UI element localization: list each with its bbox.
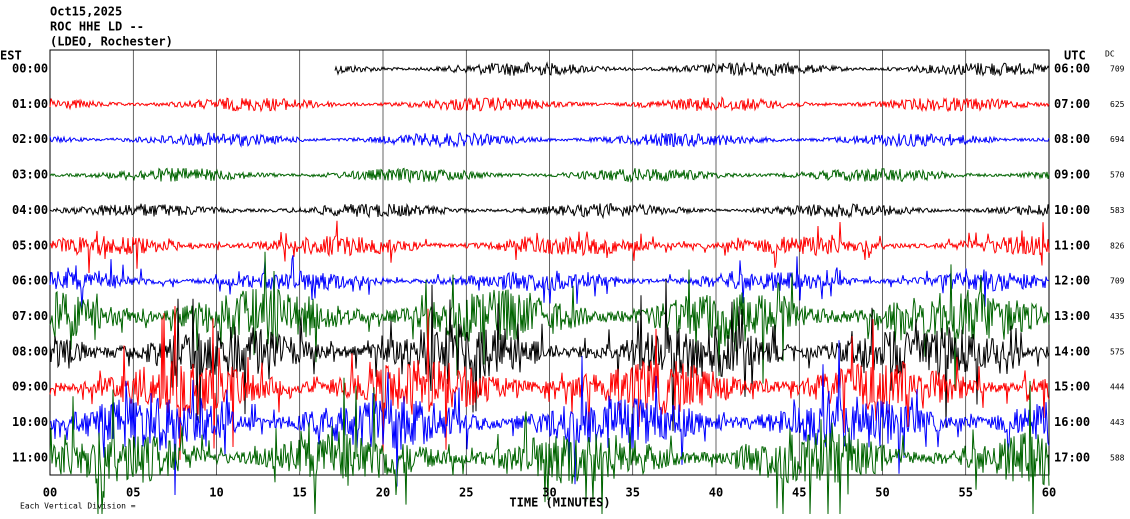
utc-label: 07:00: [1054, 97, 1090, 111]
x-tick-label: 45: [792, 486, 806, 500]
utc-label: 15:00: [1054, 380, 1090, 394]
trace: [49, 255, 1050, 309]
utc-label: 17:00: [1054, 450, 1090, 464]
x-tick-label: 25: [459, 486, 473, 500]
dc-value: 570: [1110, 171, 1125, 180]
dc-value: 709: [1110, 277, 1125, 286]
trace: [49, 377, 1050, 515]
x-tick-label: 55: [959, 486, 973, 500]
utc-label: 16:00: [1054, 415, 1090, 429]
dc-value: 575: [1110, 347, 1125, 356]
utc-label: 06:00: [1054, 62, 1090, 76]
utc-label: 09:00: [1054, 168, 1090, 182]
x-tick-label: 40: [709, 486, 723, 500]
utc-label: 11:00: [1054, 238, 1090, 252]
est-label: 02:00: [12, 132, 48, 146]
dc-value: 443: [1110, 418, 1125, 427]
dc-value: 435: [1110, 312, 1125, 321]
trace: [49, 96, 1050, 113]
utc-label: 10:00: [1054, 203, 1090, 217]
utc-label: 08:00: [1054, 132, 1090, 146]
station: ROC HHE LD --: [50, 20, 144, 34]
trace: [49, 202, 1050, 220]
x-tick-label: 60: [1042, 486, 1056, 500]
dc-value: 444: [1110, 383, 1125, 392]
x-tick-label: 00: [43, 486, 57, 500]
utc-label: 13:00: [1054, 309, 1090, 323]
x-tick-label: 20: [376, 486, 390, 500]
date: Oct15,2025: [50, 5, 122, 19]
dc-value: 583: [1110, 206, 1125, 215]
dc-value: 588: [1110, 453, 1125, 462]
x-tick-label: 35: [626, 486, 640, 500]
trace: [49, 167, 1050, 184]
trace: [49, 340, 1050, 496]
x-tick-label: 30: [542, 486, 556, 500]
utc-label: 14:00: [1054, 344, 1090, 358]
est-label: 03:00: [12, 168, 48, 182]
x-axis-title: TIME (MINUTES): [509, 496, 610, 510]
trace: [49, 220, 1050, 274]
x-tick-label: 10: [209, 486, 223, 500]
header-bg: [0, 0, 1130, 49]
est-label: 04:00: [12, 203, 48, 217]
dc-value: 826: [1110, 241, 1125, 250]
est-label: 10:00: [12, 415, 48, 429]
utc-label: 12:00: [1054, 274, 1090, 288]
est-label: 09:00: [12, 380, 48, 394]
x-tick-label: 05: [126, 486, 140, 500]
est-label: 11:00: [12, 450, 48, 464]
est-label: 05:00: [12, 238, 48, 252]
dc-value: 625: [1110, 100, 1125, 109]
x-tick-label: 50: [875, 486, 889, 500]
footer: Each Vertical Division =: [20, 502, 136, 511]
est-label: 07:00: [12, 309, 48, 323]
dc-value: 694: [1110, 135, 1125, 144]
est-label: 01:00: [12, 97, 48, 111]
est-title: EST: [0, 49, 22, 63]
trace: [49, 132, 1050, 149]
dc-title: DC: [1105, 50, 1115, 59]
est-label: 08:00: [12, 344, 48, 358]
trace: [49, 251, 1050, 391]
trace: [334, 61, 1050, 78]
location: (LDEO, Rochester): [50, 35, 173, 49]
utc-title: UTC: [1064, 49, 1086, 63]
trace: [49, 306, 1050, 460]
est-label: 00:00: [12, 62, 48, 76]
x-tick-label: 15: [293, 486, 307, 500]
dc-value: 709: [1110, 65, 1125, 74]
est-label: 06:00: [12, 274, 48, 288]
trace: [49, 278, 1050, 432]
